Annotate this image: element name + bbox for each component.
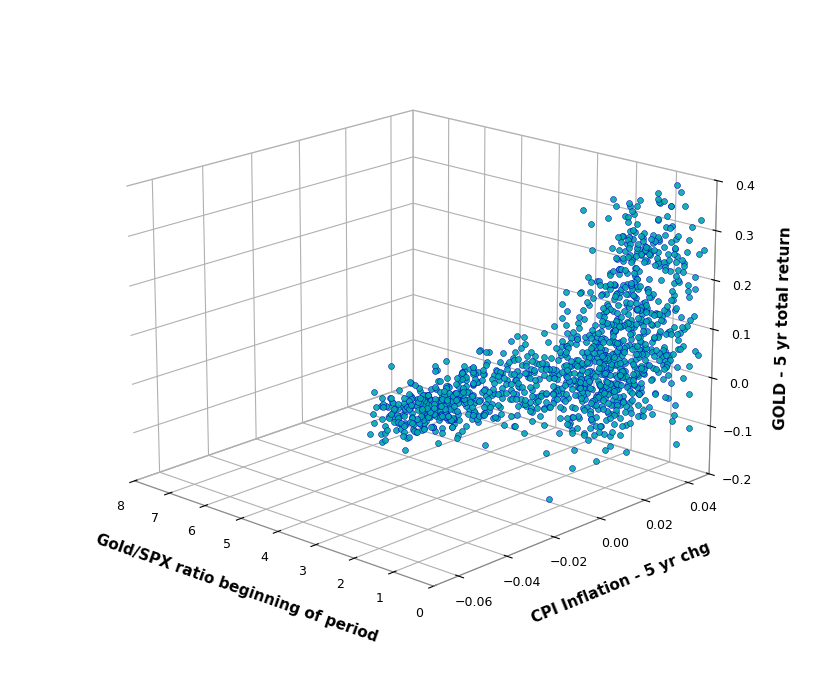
X-axis label: Gold/SPX ratio beginning of period: Gold/SPX ratio beginning of period xyxy=(94,532,380,644)
Y-axis label: CPI Inflation - 5 yr chg: CPI Inflation - 5 yr chg xyxy=(528,540,712,626)
